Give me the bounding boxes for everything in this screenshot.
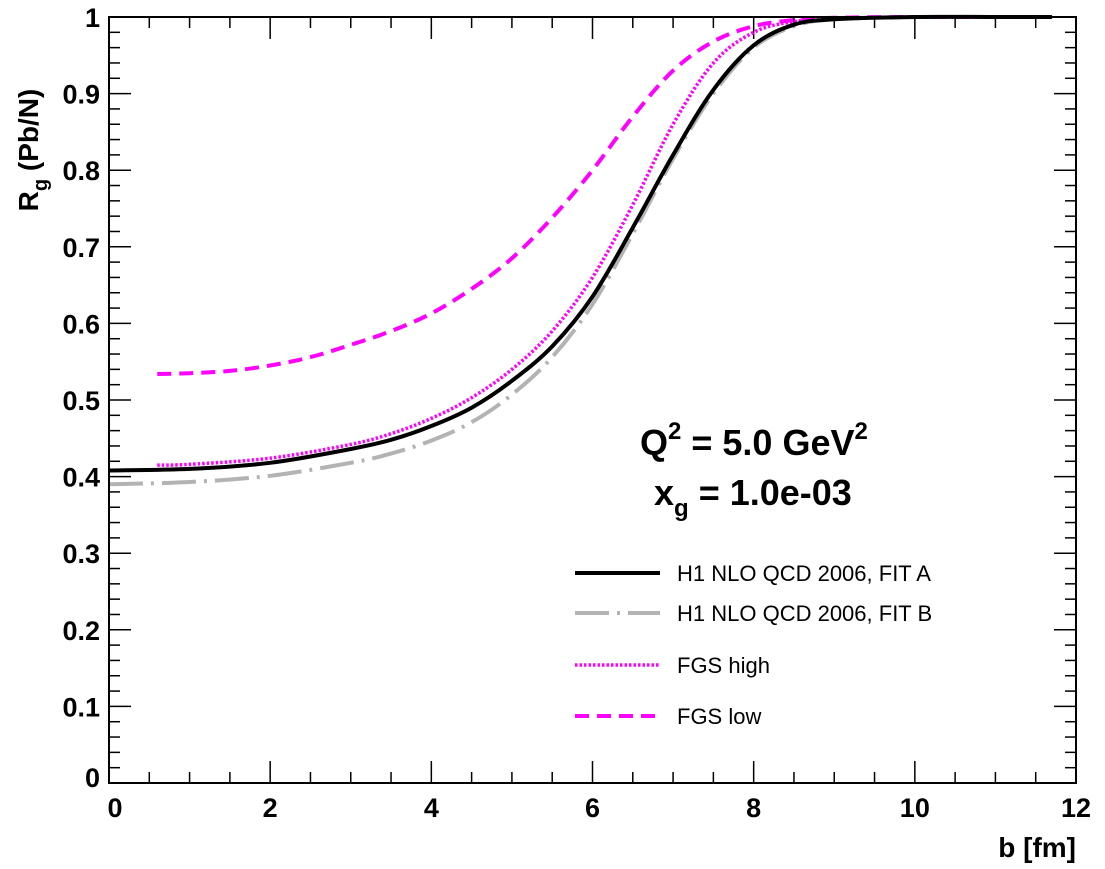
y-tick-label: 0.1: [62, 692, 100, 722]
y-tick-label: 0.4: [62, 463, 100, 493]
annotation-q2: Q2 = 5.0 GeV2: [640, 418, 868, 463]
series-line-h1-nlo-qcd-2006-fit-b: [108, 14, 1052, 487]
series-line-fgs-high: [157, 15, 1052, 467]
plot-frame: [108, 16, 1077, 784]
x-tick-label: 10: [900, 793, 930, 823]
x-axis-title: b [fm]: [998, 832, 1076, 863]
y-tick-label: 0.9: [62, 80, 100, 110]
x-tick-label: 8: [746, 793, 761, 823]
series-line-h1-nlo-qcd-2006-fit-a: [108, 14, 1052, 473]
y-tick-label: 0: [85, 763, 100, 793]
series-line-fgs-low: [157, 14, 1052, 376]
y-tick-label: 0.7: [62, 233, 100, 263]
axis-ticks: [108, 16, 1077, 784]
y-axis-title: Rg (Pb/N): [13, 89, 52, 212]
x-tick-label: 2: [263, 793, 278, 823]
x-tick-label: 12: [1061, 793, 1091, 823]
legend-label: FGS low: [677, 704, 761, 729]
x-tick-label: 0: [107, 793, 122, 823]
y-tick-label: 1: [85, 3, 100, 33]
y-tick-label: 0.5: [62, 386, 100, 416]
legend-label: H1 NLO QCD 2006, FIT B: [677, 601, 932, 626]
y-tick-label: 0.8: [62, 156, 100, 186]
legend-label: H1 NLO QCD 2006, FIT A: [677, 561, 931, 586]
x-tick-label: 4: [424, 793, 439, 823]
tick-labels: 0 2 4 6 8 10 12 0 0.1 0.2 0.3 0.4 0.5 0.6 0.7 0.8 0.9 1: [62, 3, 1091, 823]
annotation-xg: xg = 1.0e-03: [654, 472, 852, 522]
y-tick-label: 0.3: [62, 539, 100, 569]
legend-label: FGS high: [677, 653, 770, 678]
y-tick-label: 0.6: [62, 309, 100, 339]
y-tick-label: 0.2: [62, 616, 100, 646]
x-tick-label: 6: [585, 793, 600, 823]
plot-area: [108, 14, 1052, 487]
legend: H1 NLO QCD 2006, FIT A H1 NLO QCD 2006, F…: [575, 561, 932, 729]
